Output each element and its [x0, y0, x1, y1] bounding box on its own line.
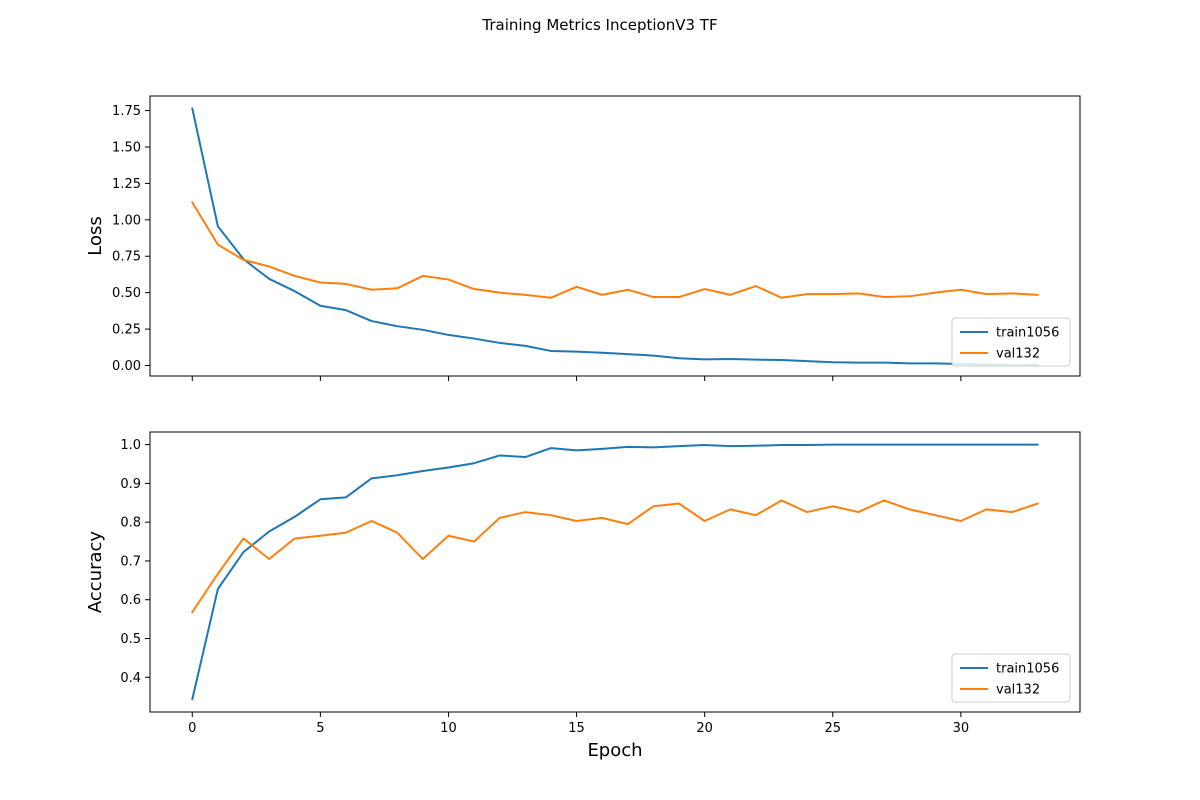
loss-ytick-label-0: 0.00	[112, 359, 141, 374]
loss-val132-line	[191, 201, 1039, 299]
loss-legend-label-val132: val132	[996, 347, 1040, 362]
accuracy-xtick-label-6: 30	[953, 721, 970, 736]
accuracy-xtick-label-5: 25	[824, 721, 841, 736]
accuracy-xlabel: Epoch	[587, 740, 642, 761]
accuracy-train1056-line	[191, 443, 1039, 701]
loss-axes-frame	[149, 95, 1081, 377]
loss-legend: train1056 val132	[951, 317, 1071, 367]
accuracy-xtick-label-1: 5	[316, 721, 324, 736]
loss-ylabel: Loss	[85, 216, 106, 255]
accuracy-legend-label-train1056: train1056	[996, 662, 1059, 677]
accuracy-val132-line	[191, 499, 1039, 614]
accuracy-ytick-label-0: 0.4	[120, 671, 141, 686]
accuracy-legend-label-val132: val132	[996, 683, 1040, 698]
loss-ytick-label-2: 0.50	[112, 286, 141, 301]
loss-ytick-label-5: 1.25	[112, 177, 141, 192]
accuracy-ytick-label-6: 1.0	[120, 438, 141, 453]
accuracy-legend: train1056 val132	[951, 653, 1071, 703]
accuracy-ytick-label-5: 0.9	[120, 477, 141, 492]
loss-train1056-line	[191, 107, 1039, 366]
figure-title: Training Metrics InceptionV3 TF	[481, 16, 717, 34]
accuracy-ytick-label-3: 0.7	[120, 554, 141, 569]
loss-ytick-label-1: 0.25	[112, 323, 141, 338]
loss-legend-label-train1056: train1056	[996, 326, 1059, 341]
accuracy-ylabel: Accuracy	[85, 531, 106, 614]
accuracy-axes-frame	[149, 431, 1081, 713]
loss-ytick-label-6: 1.50	[112, 140, 141, 155]
accuracy-panel: 0.4 0.5 0.6 0.7 0.8 0.9 1.0 0 5 10 15 20 25 30 Accurac…	[85, 431, 1081, 761]
accuracy-xtick-label-2: 10	[440, 721, 457, 736]
accuracy-ytick-label-2: 0.6	[120, 593, 141, 608]
accuracy-ytick-label-4: 0.8	[120, 516, 141, 531]
loss-ytick-label-7: 1.75	[112, 104, 141, 119]
accuracy-ytick-label-1: 0.5	[120, 632, 141, 647]
accuracy-xtick-label-4: 20	[696, 721, 713, 736]
accuracy-xtick-label-0: 0	[188, 721, 196, 736]
accuracy-xtick-label-3: 15	[568, 721, 585, 736]
loss-panel: 0.00 0.25 0.50 0.75 1.00 1.25 1.50 1.75 Loss trai…	[85, 95, 1081, 381]
loss-ytick-label-3: 0.75	[112, 250, 141, 265]
loss-ytick-label-4: 1.00	[112, 213, 141, 228]
